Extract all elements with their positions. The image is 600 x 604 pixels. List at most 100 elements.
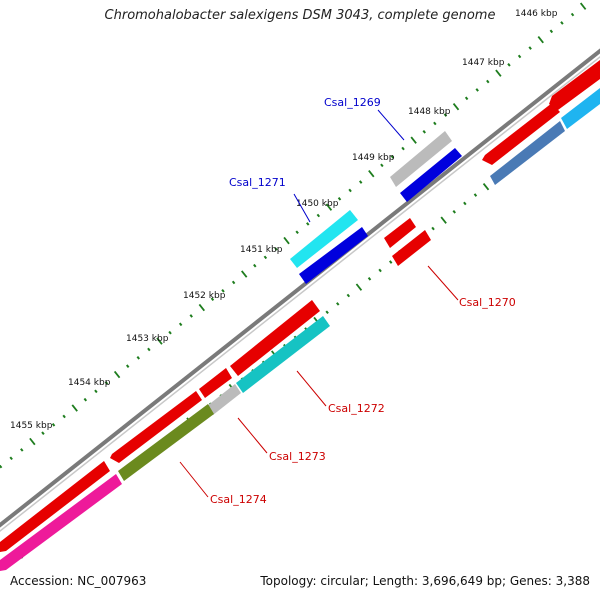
outer-tick — [104, 381, 109, 385]
gene-label-csal1274[interactable]: Csal_1274 — [210, 493, 267, 506]
outer-tick — [198, 303, 206, 312]
tick-labels: 1446 kbp 1447 kbp 1448 kbp 1449 kbp 1450 kbp… — [10, 9, 558, 431]
outer-tick — [495, 69, 502, 77]
outer-tick — [231, 280, 236, 285]
leader-csal1273 — [237, 417, 268, 454]
inner-tick — [473, 193, 478, 197]
outer-tick — [147, 347, 151, 352]
outer-tick — [422, 130, 426, 134]
outer-tick — [452, 102, 460, 111]
tick-label: 1450 kbp — [296, 199, 339, 209]
outer-tick — [475, 88, 479, 92]
outer-tick — [549, 29, 554, 34]
accession-text: Accession: NC_007963 — [10, 574, 147, 588]
gene-feature-left-pink[interactable] — [0, 474, 122, 571]
outer-tick — [9, 456, 13, 461]
outer-tick — [368, 169, 375, 178]
outer-tick — [410, 136, 417, 144]
outer-tick — [401, 146, 405, 151]
map-title: Chromohalobacter salexigens DSM 3043, co… — [104, 8, 496, 23]
inner-tick — [440, 216, 447, 224]
gene-feature-csal1270[interactable] — [392, 230, 431, 266]
label-leaders — [179, 109, 459, 498]
outer-tick — [0, 464, 3, 469]
gene-feature-csal1273-red[interactable] — [199, 368, 232, 398]
inner-tick — [336, 302, 340, 306]
tick-label: 1452 kbp — [183, 291, 226, 301]
outer-tick — [71, 404, 78, 412]
outer-tick — [94, 389, 98, 394]
gene-feature-csal1269[interactable] — [400, 148, 462, 202]
gene-feature-csal1273[interactable] — [207, 384, 241, 415]
outer-tick — [517, 54, 522, 59]
gene-feature-right-red-1[interactable] — [482, 103, 560, 165]
gene-feature-csal1272[interactable] — [236, 316, 330, 393]
outer-tick — [537, 36, 544, 44]
inner-tick — [355, 283, 363, 291]
outer-tick — [443, 113, 448, 117]
feature-strip-top — [0, 60, 600, 571]
inner-tick — [452, 210, 456, 214]
outer-tick — [316, 213, 321, 218]
outer-tick — [241, 270, 248, 278]
outer-tick — [295, 230, 299, 235]
outer-tick — [380, 163, 384, 168]
outer-tick — [274, 247, 278, 251]
topology-summary: Topology: circular; Length: 3,696,649 bp… — [260, 574, 590, 588]
outer-tick — [263, 255, 268, 260]
gene-feature-csal1269-top[interactable] — [390, 131, 452, 187]
gene-label-csal1272[interactable]: Csal_1272 — [328, 402, 385, 415]
outer-tick — [41, 431, 45, 435]
inner-tick — [482, 182, 490, 191]
gene-feature-csal1274[interactable] — [118, 404, 214, 481]
inner-tick — [325, 310, 329, 315]
tick-label: 1447 kbp — [462, 58, 505, 68]
leader-csal1274 — [179, 461, 209, 498]
outer-tick — [51, 422, 56, 427]
outer-tick — [168, 330, 172, 335]
gene-feature-left-red-1[interactable] — [110, 391, 202, 463]
backbone-line-highlight — [0, 55, 600, 533]
outer-tick — [507, 63, 511, 67]
outer-tick — [337, 196, 342, 201]
tick-label: 1449 kbp — [352, 153, 395, 163]
outer-tick — [62, 414, 66, 419]
outer-tick — [283, 236, 290, 245]
outer-tick — [306, 222, 310, 226]
gene-feature-csal1271-top[interactable] — [290, 210, 358, 268]
outer-tick — [178, 322, 183, 327]
gene-feature-center-red[interactable] — [230, 300, 320, 376]
gene-label-csal1273[interactable]: Csal_1273 — [269, 450, 326, 463]
gene-feature-csal1271[interactable] — [299, 227, 368, 284]
tick-label: 1455 kbp — [10, 421, 53, 431]
gene-labels: Csal_1269 Csal_1270 Csal_1271 Csal_1272 … — [210, 96, 516, 506]
gene-label-csal1269[interactable]: Csal_1269 — [324, 96, 381, 109]
outer-tick — [125, 364, 130, 368]
gene-label-csal1271[interactable]: Csal_1271 — [229, 176, 286, 189]
outer-tick — [528, 46, 532, 50]
outer-tick — [579, 2, 587, 10]
tick-label: 1454 kbp — [68, 378, 111, 388]
inner-tick — [346, 293, 351, 298]
gene-feature-right-red-2[interactable] — [549, 60, 600, 110]
gene-feature-right-skyblue[interactable] — [561, 88, 600, 129]
leader-csal1271 — [293, 193, 311, 223]
gene-feature-right-steelblue[interactable] — [490, 121, 565, 185]
backbone-line — [0, 48, 600, 528]
gene-feature-csal1270-a[interactable] — [384, 218, 416, 248]
outer-tick — [221, 289, 225, 293]
inner-tick — [367, 276, 372, 281]
outer-tick — [83, 397, 88, 402]
gene-label-csal1270[interactable]: Csal_1270 — [459, 296, 516, 309]
tick-label: 1446 kbp — [515, 9, 558, 19]
outer-tick — [156, 337, 163, 345]
outer-tick — [20, 448, 24, 452]
outer-tick — [253, 263, 257, 268]
outer-tick — [29, 437, 36, 446]
outer-tick — [189, 314, 193, 318]
gene-feature-left-red-2[interactable] — [0, 461, 110, 552]
tick-label: 1448 kbp — [408, 107, 451, 117]
tick-track-outer — [0, 2, 587, 469]
